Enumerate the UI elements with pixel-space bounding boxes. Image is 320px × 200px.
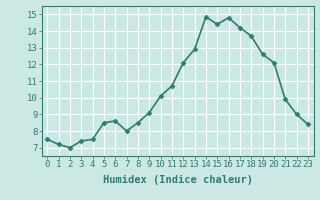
X-axis label: Humidex (Indice chaleur): Humidex (Indice chaleur) xyxy=(103,175,252,185)
